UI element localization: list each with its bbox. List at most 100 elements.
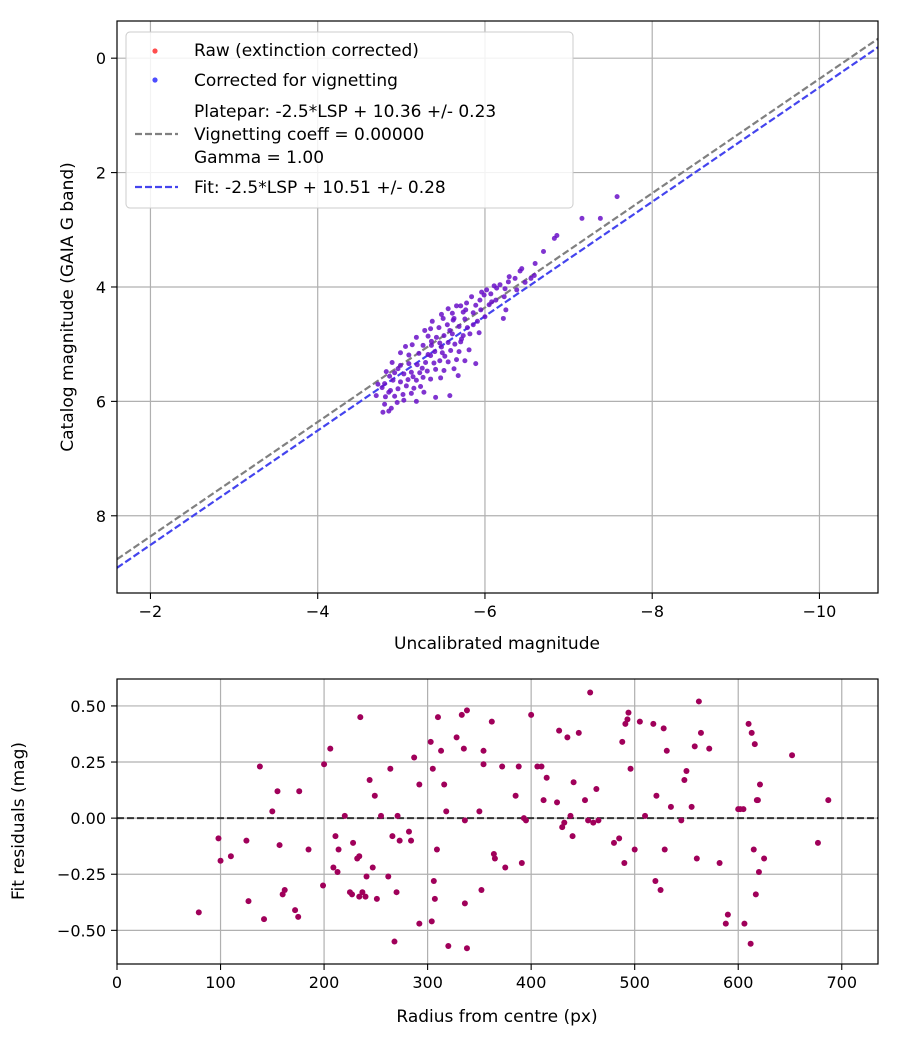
legend-label-platepar-2: Vignetting coeff = 0.00000 xyxy=(194,125,424,145)
residual-point-86 xyxy=(538,763,545,770)
top-point-79 xyxy=(423,359,429,365)
residual-point-62 xyxy=(445,943,452,950)
top-point-33 xyxy=(478,307,484,313)
residual-point-55 xyxy=(430,877,437,884)
bottom-xtick-label-5: 500 xyxy=(619,973,650,992)
residual-point-150 xyxy=(789,752,796,759)
top-point-40 xyxy=(462,316,468,322)
top-point-9 xyxy=(517,268,523,274)
top-xtick-label-1: −4 xyxy=(306,602,330,621)
top-point-65 xyxy=(466,347,472,353)
legend-label-raw: Raw (extinction corrected) xyxy=(194,41,419,61)
residual-point-120 xyxy=(661,846,668,853)
bottom-ytick-label-4: 0.50 xyxy=(70,697,106,716)
residual-point-50 xyxy=(416,920,423,927)
residual-point-110 xyxy=(625,709,632,716)
top-point-133 xyxy=(450,317,456,323)
top-point-49 xyxy=(428,326,434,332)
top-point-122 xyxy=(447,393,453,399)
residual-point-49 xyxy=(411,754,418,761)
top-point-53 xyxy=(449,331,455,337)
residual-point-127 xyxy=(691,743,698,750)
top-point-68 xyxy=(439,350,445,356)
bottom-ytick-label-0: −0.50 xyxy=(57,921,106,940)
top-point-84 xyxy=(473,361,479,367)
residual-point-152 xyxy=(825,797,832,804)
residual-point-59 xyxy=(438,747,445,754)
residual-point-63 xyxy=(453,734,460,741)
top-point-81 xyxy=(406,361,412,367)
top-point-73 xyxy=(397,350,403,356)
residual-point-30 xyxy=(356,853,363,860)
residual-point-144 xyxy=(752,891,759,898)
top-point-50 xyxy=(422,327,428,333)
residual-point-100 xyxy=(587,689,594,696)
top-point-15 xyxy=(484,287,490,293)
residual-point-97 xyxy=(575,729,582,736)
residual-point-21 xyxy=(332,833,339,840)
residual-point-73 xyxy=(480,761,487,768)
top-point-89 xyxy=(417,370,423,376)
top-point-63 xyxy=(420,342,426,348)
bottom-xtick-label-0: 0 xyxy=(112,973,122,992)
top-point-108 xyxy=(421,389,427,395)
top-point-5 xyxy=(540,249,546,255)
residual-point-11 xyxy=(279,891,286,898)
residual-point-148 xyxy=(756,781,763,788)
top-point-123 xyxy=(433,394,439,400)
residual-point-40 xyxy=(385,873,392,880)
top-ytick-label-1: 2 xyxy=(96,164,106,183)
top-point-61 xyxy=(437,340,443,346)
residual-point-61 xyxy=(443,808,450,815)
residual-point-91 xyxy=(559,824,566,831)
residual-point-13 xyxy=(292,907,299,914)
fit-line-fit xyxy=(116,46,879,569)
residual-point-125 xyxy=(683,768,690,775)
top-point-77 xyxy=(437,358,443,364)
residual-point-67 xyxy=(461,817,468,824)
residual-point-122 xyxy=(667,803,674,810)
top-point-25 xyxy=(477,297,483,303)
top-point-74 xyxy=(462,358,468,364)
residual-point-46 xyxy=(396,837,403,844)
top-xtick-label-0: −2 xyxy=(139,602,163,621)
residual-point-98 xyxy=(581,797,588,804)
top-point-121 xyxy=(387,373,393,379)
residual-point-31 xyxy=(357,714,364,721)
residual-point-84 xyxy=(528,711,535,718)
residual-point-124 xyxy=(681,776,688,783)
top-point-103 xyxy=(411,385,417,391)
top-point-131 xyxy=(419,365,425,371)
residual-point-112 xyxy=(631,846,638,853)
residual-point-113 xyxy=(636,718,643,725)
top-point-13 xyxy=(505,279,511,285)
bottom-ytick-label-2: 0.00 xyxy=(70,809,106,828)
top-chart-ticks: −2 −4 −6 −8 −10 0 2 4 6 8 xyxy=(96,49,837,621)
residual-point-126 xyxy=(688,803,695,810)
residual-point-72 xyxy=(480,747,487,754)
top-point-36 xyxy=(449,310,455,316)
bottom-xtick-label-7: 700 xyxy=(826,973,857,992)
top-point-94 xyxy=(438,375,444,381)
residual-point-146 xyxy=(754,797,761,804)
residual-point-151 xyxy=(814,839,821,846)
top-point-4 xyxy=(551,235,557,241)
top-point-75 xyxy=(454,357,460,363)
residual-point-93 xyxy=(564,734,571,741)
top-point-71 xyxy=(416,350,422,356)
residual-point-99 xyxy=(585,817,592,824)
top-point-128 xyxy=(491,283,497,289)
residual-point-131 xyxy=(706,745,713,752)
top-point-2 xyxy=(579,215,585,221)
top-point-54 xyxy=(441,333,447,339)
residual-point-38 xyxy=(373,895,380,902)
residual-point-121 xyxy=(663,747,670,754)
top-point-60 xyxy=(445,339,451,345)
top-point-8 xyxy=(531,273,537,279)
top-point-76 xyxy=(445,359,451,365)
top-point-142 xyxy=(442,353,448,359)
residual-point-34 xyxy=(363,873,370,880)
top-point-99 xyxy=(397,379,403,385)
top-point-93 xyxy=(383,369,389,375)
